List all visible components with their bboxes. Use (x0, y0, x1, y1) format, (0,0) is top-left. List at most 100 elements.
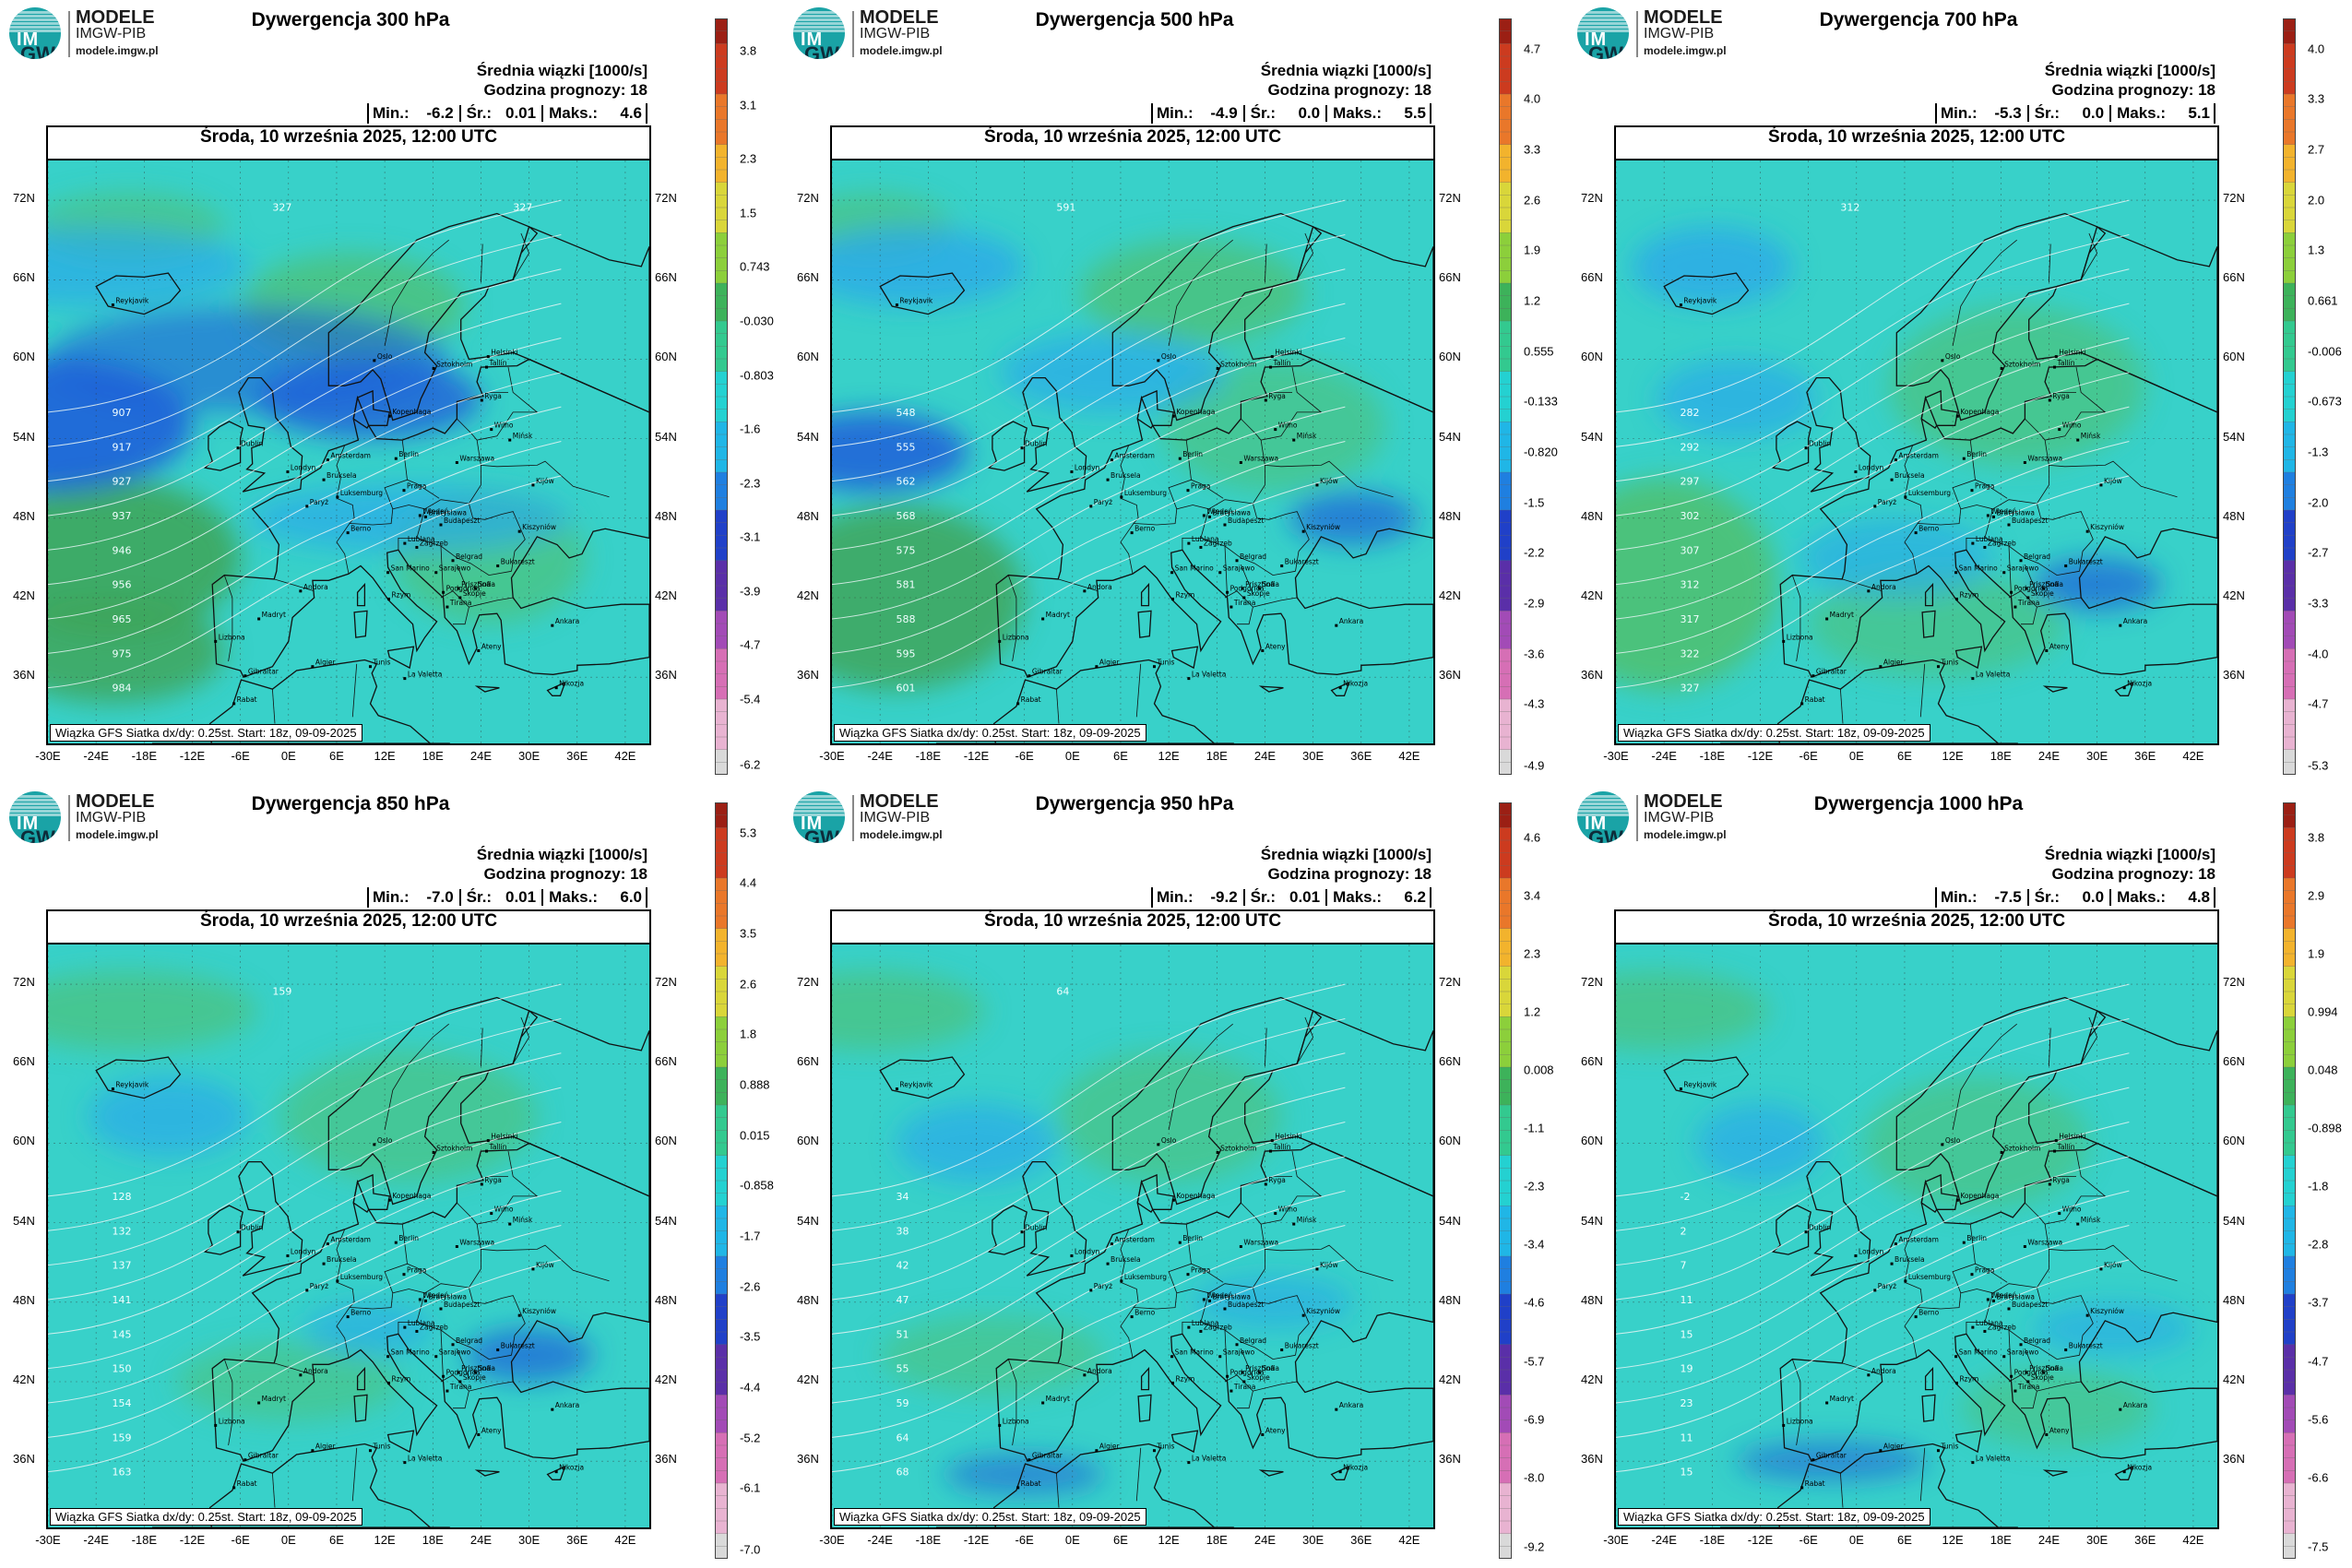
city-marker (485, 1149, 489, 1153)
avg-label: Śr.: (2034, 888, 2061, 906)
border (2079, 1335, 2084, 1356)
city-marker (1804, 1230, 1808, 1234)
border (1182, 538, 1201, 551)
logo-mark-top: IM (801, 30, 824, 50)
city-label: Algier (1099, 1443, 1121, 1451)
colorbar-step (715, 724, 728, 738)
city-marker (1239, 1244, 1242, 1248)
city-label: Belgrad (456, 1336, 482, 1345)
lat-label-right: 72N (2223, 191, 2245, 206)
border (1241, 1348, 1253, 1378)
lon-label: 36E (1350, 1533, 1372, 1547)
colorbar-step (715, 623, 728, 637)
contour-label: 38 (897, 1225, 909, 1237)
city-marker (1274, 428, 1277, 432)
city-label: Algier (315, 659, 337, 667)
city-marker (1679, 1087, 1682, 1091)
colorbar-step (715, 802, 728, 816)
contour-label: 927 (113, 476, 132, 488)
city-label: Madryt (1046, 611, 1070, 619)
lat-label-left: 36N (13, 668, 35, 683)
city-marker (2076, 1222, 2080, 1226)
colorbar-step (2283, 157, 2296, 171)
city-marker (1970, 1273, 1974, 1277)
city-marker (1187, 1325, 1191, 1329)
city-label: Ateny (2049, 642, 2070, 650)
colorbar-tick: 3.5 (740, 926, 757, 941)
border (1919, 663, 1926, 718)
city-label: Bruksela (1895, 471, 1925, 480)
colorbar-tick: -6.6 (2308, 1470, 2329, 1485)
city-label: Dublin (1025, 440, 1047, 448)
colorbar-step (1499, 1255, 1512, 1270)
colorbar-step (715, 1470, 728, 1484)
city-marker (1954, 1381, 1958, 1384)
stats-bar: Min.: -6.2 Śr.: 0.01 Maks.: 4.6 (367, 103, 647, 124)
city-label: Wiedeń (1206, 1291, 1232, 1300)
city-label: Sztokholm (1220, 361, 1256, 369)
valid-date: Środa, 10 września 2025, 12:00 UTC (1616, 127, 2217, 160)
colorbar-step (2283, 182, 2296, 196)
city-marker (458, 596, 462, 600)
contour-label: -2 (1681, 1191, 1691, 1203)
city-label: Reykjavik (115, 1081, 148, 1089)
city-marker (457, 587, 460, 590)
colorbar-step (1499, 660, 1512, 675)
logo-mark-top: IM (801, 814, 824, 834)
map-frame: Środa, 10 września 2025, 12:00 UTC 34 38 42… (830, 909, 1435, 1529)
city-marker (1070, 470, 1074, 474)
city-label: Budapeszt (2012, 517, 2048, 525)
colorbar-tick: -3.9 (740, 584, 761, 599)
colorbar-step (715, 648, 728, 662)
lon-label: -12E (179, 749, 206, 763)
city-label: Sarajewo (439, 564, 471, 573)
city-label: La Valetta (408, 1455, 442, 1463)
colorbar-step (715, 459, 728, 473)
city-label: Tunis (1940, 1443, 1958, 1451)
geopotential-contour (48, 268, 562, 482)
city-marker (311, 1449, 315, 1453)
colorbar-tick: 0.048 (2308, 1063, 2338, 1077)
city-label: Lublana (1192, 535, 1219, 543)
logo-stripe (9, 22, 61, 25)
min-value: -5.3 (1994, 104, 2022, 122)
colorbar-step (1499, 1041, 1512, 1055)
colorbar-step (715, 928, 728, 942)
lon-label: 6E (329, 1533, 344, 1547)
city-marker (1218, 1355, 1222, 1359)
colorbar-step (2283, 459, 2296, 473)
geopotential-contour (48, 441, 562, 654)
colorbar-tick: 3.4 (1524, 888, 1541, 903)
city-label: Oslo (1945, 352, 1961, 361)
colorbar-step (715, 358, 728, 373)
logo-url: modele.imgw.pl (1644, 44, 1727, 57)
city-label: Bratysława (428, 508, 467, 517)
city-label: Berno (1918, 1309, 1939, 1317)
border (1265, 1244, 1394, 1282)
colorbar-step (715, 953, 728, 968)
border (2049, 244, 2051, 283)
city-marker (311, 665, 315, 669)
geopotential-contour (832, 233, 1346, 447)
city-label: Lizbona (1787, 1417, 1813, 1425)
border (398, 1322, 417, 1335)
lon-label: -6E (1015, 1533, 1034, 1547)
coastline-crete (474, 685, 500, 693)
city-marker (386, 1381, 390, 1384)
city-marker (2026, 596, 2030, 600)
colorbar-step (715, 308, 728, 322)
city-label: Ateny (1265, 642, 1286, 650)
border (512, 232, 530, 280)
city-label: Tirana (2017, 1383, 2039, 1391)
colorbar-tick: 1.2 (1524, 293, 1541, 308)
lat-label-right: 48N (655, 1292, 677, 1307)
city-label: Bratysława (1212, 508, 1251, 517)
city-label: Oslo (377, 352, 393, 361)
negative-divergence-area (88, 1076, 249, 1157)
colorbar-step (715, 1180, 728, 1194)
city-label: Reykjavik (1683, 1081, 1716, 1089)
city-label: Mińsk (1297, 432, 1317, 440)
coastline-denmark (1136, 389, 1175, 430)
city-label: Kiszyniów (522, 523, 556, 531)
